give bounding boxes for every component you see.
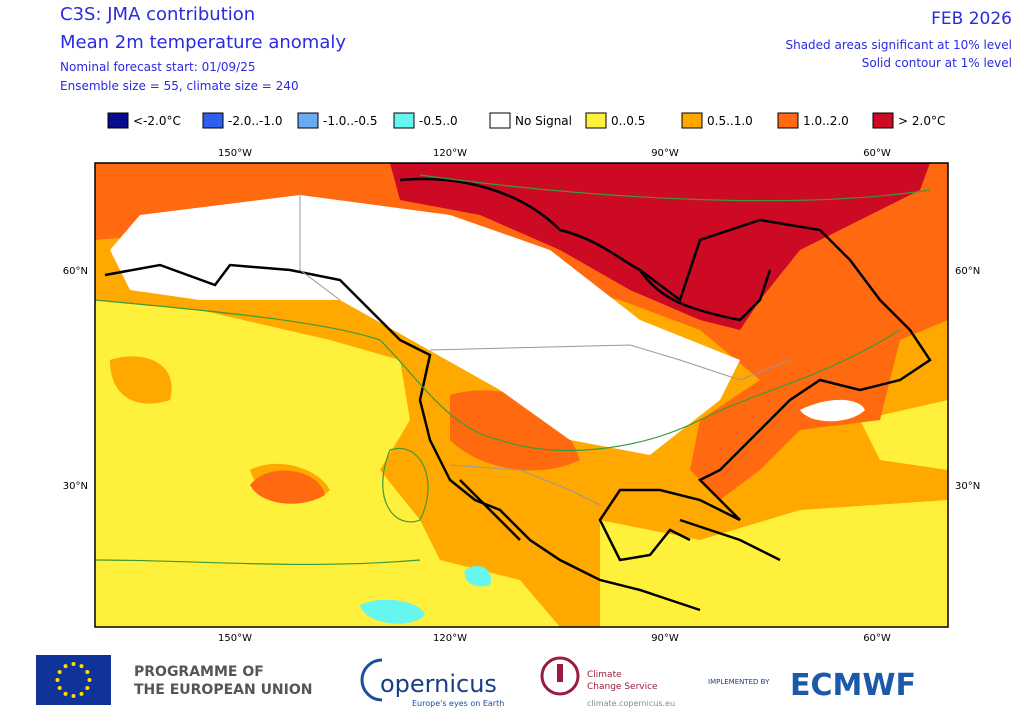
legend-label: <-2.0°C (133, 114, 181, 128)
star (71, 662, 76, 666)
forecast-start: Nominal forecast start: 01/09/25 (60, 60, 256, 74)
legend-label: 0.5..1.0 (707, 114, 753, 128)
legend-swatch (777, 112, 799, 129)
no-signal-area (110, 195, 865, 455)
contour (95, 174, 931, 566)
star (85, 670, 90, 674)
star (63, 691, 68, 696)
legend-swatch (585, 112, 607, 129)
eu-text: THE EUROPEAN UNION (134, 682, 312, 698)
footer: PROGRAMME OF THE EUROPEAN UNION opernicu… (36, 655, 916, 708)
legend-swatch (393, 112, 415, 129)
lon-label: 150°W (218, 148, 252, 159)
c3s-text: Climate (587, 670, 622, 680)
legend-swatch (681, 112, 703, 129)
lon-label: 120°W (433, 148, 467, 159)
subtitle: Mean 2m temperature anomaly (60, 32, 346, 53)
star (79, 664, 84, 669)
lat-label: 30°N (63, 481, 88, 492)
lat-label: 60°N (955, 266, 980, 277)
star (85, 686, 90, 690)
borders (299, 190, 791, 506)
legend-label: -1.0..-0.5 (323, 114, 377, 128)
legend-label: -2.0..-1.0 (228, 114, 282, 128)
copernicus-text: opernicus (380, 670, 497, 698)
coastline (104, 177, 932, 612)
lon-label: 150°W (218, 633, 252, 644)
axes: 150°W 150°W 120°W 120°W 90°W 90°W 60°W 60°W 60°N… (63, 148, 980, 644)
lat-label: 60°N (63, 266, 88, 277)
legend-label: 1.0..2.0 (803, 114, 849, 128)
ecmwf: ECMWF (790, 668, 916, 703)
legend-swatch (489, 112, 511, 129)
star (87, 678, 92, 682)
legend-swatch (202, 112, 224, 129)
note: Shaded areas significant at 10% level (785, 38, 1012, 52)
note: Solid contour at 1% level (862, 56, 1012, 70)
title: C3S: JMA contribution (60, 4, 255, 25)
legend: <-2.0°C -2.0..-1.0 -1.0..-0.5 -0.5..0 No Sig… (107, 112, 945, 129)
star (57, 686, 62, 690)
implemented: IMPLEMENTED BY (708, 678, 770, 686)
star (71, 694, 76, 698)
star (79, 691, 84, 696)
map (95, 163, 948, 627)
legend-swatch (107, 112, 129, 129)
copernicus-tag: Europe's eyes on Earth (412, 699, 504, 708)
legend-swatch (297, 112, 319, 129)
legend-label: No Signal (515, 114, 572, 128)
lon-label: 60°W (863, 148, 891, 159)
star (57, 670, 62, 674)
c3s-url: climate.copernicus.eu (587, 699, 675, 708)
c3s-text: Change Service (587, 682, 658, 692)
star (63, 664, 68, 669)
legend-label: > 2.0°C (898, 114, 945, 128)
month: FEB 2026 (931, 9, 1012, 29)
star (55, 678, 60, 682)
lon-label: 90°W (651, 633, 679, 644)
eu-text: PROGRAMME OF (134, 664, 264, 680)
legend-label: -0.5..0 (419, 114, 458, 128)
legend-swatch (872, 112, 894, 129)
lat-label: 30°N (955, 481, 980, 492)
ensemble: Ensemble size = 55, climate size = 240 (60, 79, 299, 93)
lon-label: 90°W (651, 148, 679, 159)
lon-label: 60°W (863, 633, 891, 644)
lon-label: 120°W (433, 633, 467, 644)
legend-label: 0..0.5 (611, 114, 645, 128)
